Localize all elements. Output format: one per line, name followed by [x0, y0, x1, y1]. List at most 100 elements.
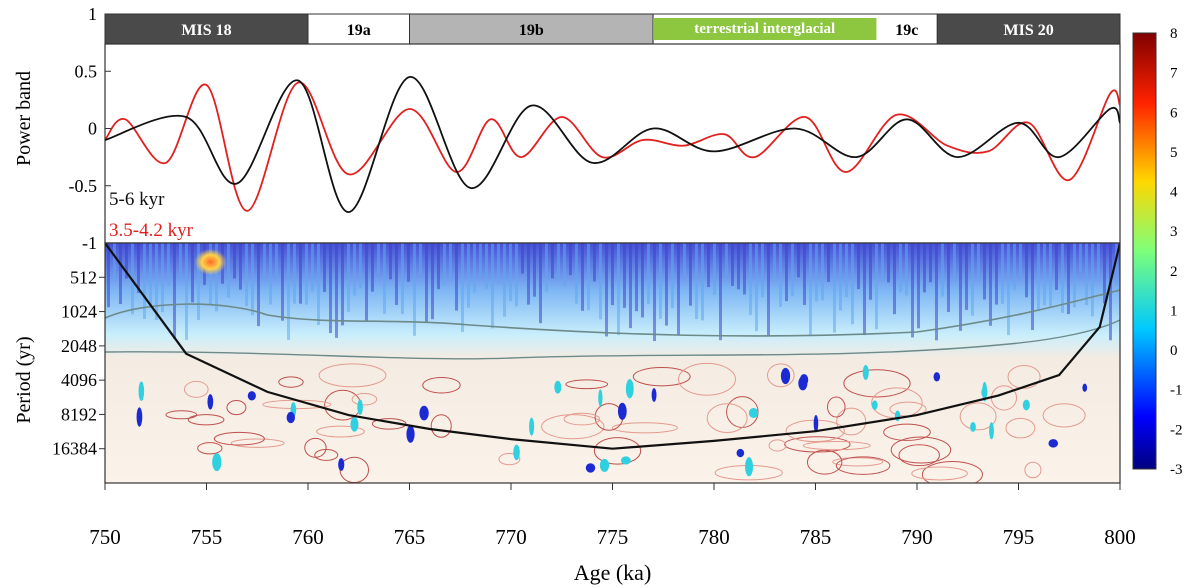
- power-contour: [318, 363, 387, 388]
- power-contour: [768, 439, 787, 452]
- colorbar-tick-label: 2: [1170, 264, 1178, 280]
- wavelet-streak: [1097, 243, 1100, 280]
- wavelet-streak: [977, 243, 980, 280]
- wavelet-streak: [737, 243, 740, 290]
- low-power-speck: [970, 422, 976, 432]
- wavelet-streak: [233, 243, 236, 279]
- wavelet-streak: [1013, 243, 1016, 291]
- low-power-speck: [989, 422, 994, 440]
- wavelet-streak: [119, 243, 122, 305]
- power-contour: [593, 437, 642, 465]
- age-xtick-label: 760: [292, 525, 324, 549]
- wavelet-streak: [1085, 243, 1088, 306]
- wavelet-streak: [245, 243, 248, 306]
- wavelet-streak: [671, 243, 674, 309]
- wavelet-streak: [587, 243, 590, 310]
- wavelet-streak: [551, 243, 554, 279]
- wavelet-streak: [701, 243, 704, 321]
- power-contour: [1042, 403, 1086, 428]
- power-contour: [213, 431, 265, 446]
- wavelet-streak: [653, 243, 656, 342]
- wavelet-streak: [491, 243, 494, 329]
- power-contour: [784, 436, 851, 453]
- age-xtick-label: 755: [191, 525, 223, 549]
- wavelet-streak: [743, 243, 746, 295]
- colorbar: 8 7 6 5 4 3 2 1 0 -1 -2 -3: [1132, 26, 1183, 478]
- wavelet-streak: [773, 243, 776, 279]
- low-power-speck: [862, 364, 869, 380]
- wavelet-streak: [635, 243, 638, 312]
- wavelet-streak: [287, 243, 290, 340]
- legend-series-1: 3.5-4.2 kyr: [109, 220, 194, 241]
- low-power-speck: [745, 457, 754, 477]
- wavelet-streak: [1037, 243, 1040, 311]
- wavelet-streak: [713, 243, 716, 296]
- wavelet-streak: [941, 243, 944, 297]
- wavelet-streak: [191, 243, 194, 303]
- wavelet-streak: [527, 243, 530, 305]
- wavelet-streak: [257, 243, 260, 327]
- wavelet-streak: [857, 243, 860, 290]
- age-xtick-label: 790: [901, 525, 933, 549]
- colorbar-tick-label: 1: [1170, 303, 1178, 319]
- low-power-speck: [894, 410, 901, 422]
- power-contour: [835, 456, 891, 475]
- wavelet-streak: [305, 243, 308, 305]
- legend-series-0: 5-6 kyr: [109, 189, 165, 210]
- wavelet-streak: [461, 243, 464, 333]
- wavelet-streak: [107, 243, 110, 308]
- wavelet-streak: [947, 243, 950, 312]
- colorbar-tick-label: 6: [1170, 105, 1178, 121]
- wavelet-streak: [341, 243, 344, 326]
- low-power-speck: [620, 456, 631, 465]
- wavelet-streak: [791, 243, 794, 297]
- power-contour: [226, 399, 247, 416]
- low-power-speck: [286, 411, 295, 424]
- wavelet-streak: [1043, 243, 1046, 306]
- colorbar-tick-label: 3: [1170, 224, 1178, 240]
- wavelet-streak: [395, 243, 398, 305]
- wavelet-streak: [497, 243, 500, 285]
- colorbar-tick-label: 8: [1170, 26, 1178, 42]
- low-power-speck: [651, 388, 657, 402]
- wavelet-spectrum: [105, 243, 1120, 483]
- age-xtick-label: 785: [800, 525, 832, 549]
- power-band-ytick-label: 0: [88, 119, 97, 139]
- wavelet-streak: [1091, 243, 1094, 317]
- wavelet-streak: [767, 243, 770, 336]
- wavelet-streak: [641, 243, 644, 318]
- power-contour: [890, 436, 952, 464]
- colorbar-tick-label: 0: [1170, 343, 1178, 359]
- low-power-speck: [981, 387, 988, 398]
- power-contour: [898, 444, 940, 467]
- power-contour: [706, 403, 748, 434]
- wavelet-streak: [797, 243, 800, 278]
- wavelet-streak: [215, 243, 218, 312]
- power-contour: [278, 376, 304, 388]
- wavelet-streak: [503, 243, 506, 317]
- wavelet-streak: [311, 243, 314, 292]
- power-contour: [611, 422, 678, 434]
- period-ytick-label: 8192: [61, 404, 97, 424]
- wavelet-streak: [875, 243, 878, 330]
- wavelet-streak: [407, 243, 410, 282]
- legend: 5-6 kyr 3.5-4.2 kyr: [109, 189, 194, 241]
- wavelet-streak: [515, 243, 518, 307]
- wavelet-streak: [197, 243, 200, 321]
- wavelet-streak: [821, 243, 824, 301]
- colorbar-tick-label: 4: [1170, 185, 1178, 201]
- wavelet-streak: [599, 243, 602, 320]
- power-contour: [187, 414, 225, 426]
- wavelet-streak: [521, 243, 524, 274]
- wavelet-streak: [983, 243, 986, 300]
- power-contour: [314, 449, 339, 461]
- low-power-speck: [625, 379, 634, 399]
- period-ytick-label: 4096: [61, 370, 97, 390]
- wavelet-streak: [1103, 243, 1106, 304]
- stage-bands: MIS 18 19a 19b 19c MIS 20 terrestrial intergl…: [104, 13, 1121, 45]
- power-contour: [498, 452, 521, 466]
- wavelet-streak: [1031, 243, 1034, 331]
- wavelet-streak: [593, 243, 596, 282]
- power-contour: [1007, 365, 1041, 389]
- wavelet-streak: [623, 243, 626, 308]
